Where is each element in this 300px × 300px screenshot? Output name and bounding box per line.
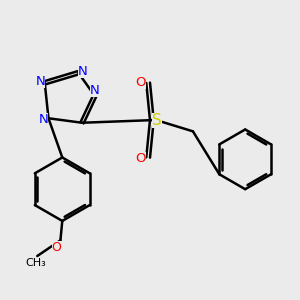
Text: N: N (38, 113, 48, 126)
Text: O: O (52, 241, 61, 254)
Text: CH₃: CH₃ (25, 258, 46, 268)
Text: N: N (35, 75, 45, 88)
Text: S: S (152, 112, 162, 128)
Text: O: O (135, 76, 146, 88)
Text: N: N (90, 84, 100, 97)
Text: O: O (135, 152, 146, 165)
Text: N: N (78, 65, 88, 78)
